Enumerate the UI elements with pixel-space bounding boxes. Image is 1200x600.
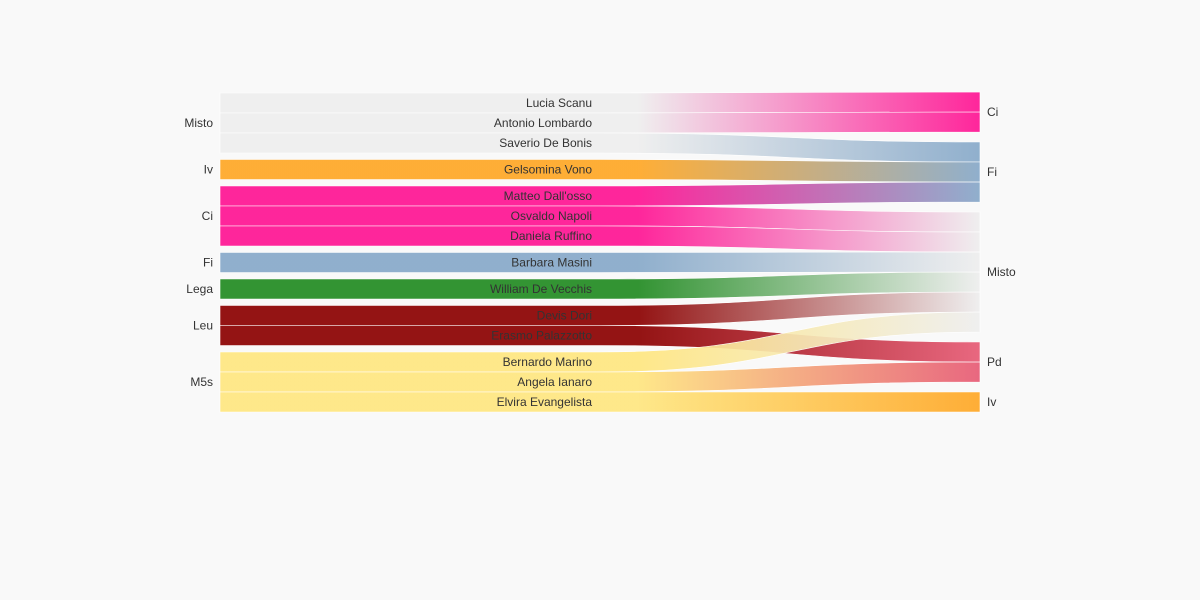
target-node-label-ci: Ci: [987, 105, 998, 119]
source-node-label-iv: Iv: [204, 163, 213, 177]
source-node-label-misto: Misto: [184, 116, 213, 130]
flow-saverio-de-bonis: [219, 132, 981, 163]
flow-elvira-evangelista: [219, 391, 981, 413]
links-layer: [219, 91, 981, 413]
labels-layer: Lucia Scanu Antonio Lombardo Saverio De Bo…: [184, 96, 1016, 409]
target-node-label-pd: Pd: [987, 355, 1002, 369]
flow-label-daniela-ruffino: Daniela Ruffino: [510, 229, 592, 243]
flow-barbara-masini: [219, 251, 981, 273]
source-node-label-ci: Ci: [202, 209, 213, 223]
flow-label-angela-ianaro: Angela Ianaro: [517, 375, 592, 389]
flow-label-osvaldo-napoli: Osvaldo Napoli: [511, 209, 592, 223]
flow-label-erasmo-palazzotto: Erasmo Palazzotto: [491, 329, 592, 343]
flow-lucia-scanu: [219, 91, 981, 114]
flow-label-elvira-evangelista: Elvira Evangelista: [497, 395, 593, 409]
flow-antonio-lombardo: [219, 111, 981, 134]
flow-label-bernardo-marino: Bernardo Marino: [503, 355, 593, 369]
flow-label-lucia-scanu: Lucia Scanu: [526, 96, 592, 110]
flow-label-gelsomina-vono: Gelsomina Vono: [504, 163, 592, 177]
flow-gelsomina-vono: [219, 159, 981, 183]
source-node-label-lega: Lega: [186, 282, 213, 296]
flow-label-devis-dori: Devis Dori: [537, 309, 592, 323]
source-node-label-fi: Fi: [203, 256, 213, 270]
flow-matteo-dall-osso: [219, 181, 981, 207]
flow-label-antonio-lombardo: Antonio Lombardo: [494, 116, 592, 130]
source-node-label-leu: Leu: [193, 319, 213, 333]
flow-label-barbara-masini: Barbara Masini: [511, 256, 592, 270]
target-node-label-iv: Iv: [987, 395, 996, 409]
flow-label-matteo-dall-osso: Matteo Dall'osso: [504, 189, 593, 203]
flow-label-saverio-de-bonis: Saverio De Bonis: [499, 136, 592, 150]
flow-label-william-de-vecchis: William De Vecchis: [490, 282, 592, 296]
source-node-label-m5s: M5s: [190, 375, 213, 389]
target-node-label-misto: Misto: [987, 265, 1016, 279]
target-node-label-fi: Fi: [987, 165, 997, 179]
